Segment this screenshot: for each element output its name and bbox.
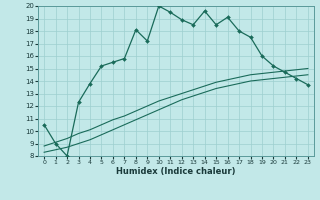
X-axis label: Humidex (Indice chaleur): Humidex (Indice chaleur) [116,167,236,176]
